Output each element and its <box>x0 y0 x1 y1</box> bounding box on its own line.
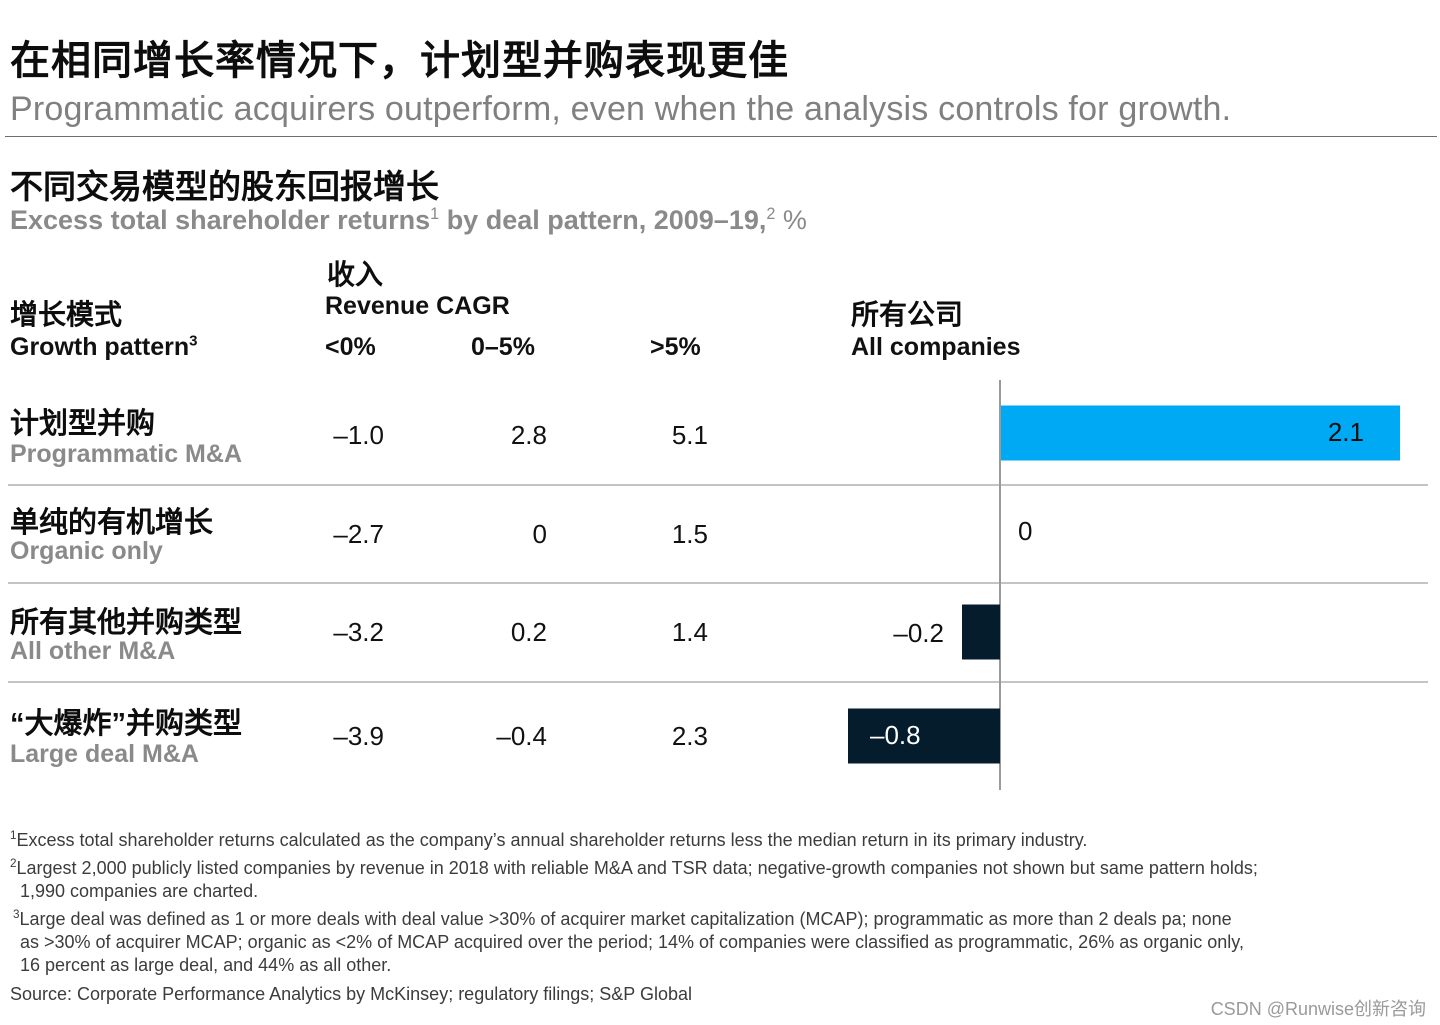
row-2-mid: 0 <box>532 519 547 549</box>
footnote-2: 2Largest 2,000 publicly listed companies… <box>10 858 1258 879</box>
row-1-lt0: –1.0 <box>333 420 384 450</box>
header-growth-sup: 3 <box>189 332 198 350</box>
footnote-1: 1Excess total shareholder returns calcul… <box>10 830 1087 851</box>
header-col-lt0: <0% <box>325 333 376 361</box>
footnote-1-num: 1 <box>10 829 17 842</box>
row-divider-2 <box>8 582 1428 584</box>
footnote-3-cont-1: as >30% of acquirer MCAP; organic as <2%… <box>20 932 1244 952</box>
footnote-2-text: Largest 2,000 publicly listed companies … <box>16 858 1258 878</box>
page-title-cn: 在相同增长率情况下，计划型并购表现更佳 <box>10 39 789 83</box>
header-col-gt5: >5% <box>650 333 701 361</box>
header-revenue-en: Revenue CAGR <box>325 292 510 320</box>
subtitle-main: Excess total shareholder returns <box>10 205 431 235</box>
subtitle-sup1: 1 <box>430 205 440 223</box>
row-1-gt5: 5.1 <box>671 420 708 450</box>
bar-all-other <box>962 604 1000 660</box>
row-3-lt0: –3.2 <box>333 617 384 647</box>
subtitle-mid: by deal pattern, 2009–19, <box>439 205 767 235</box>
subtitle-unit: % <box>775 205 807 235</box>
subtitle-sup2: 2 <box>766 205 776 223</box>
row-3-label-cn: 所有其他并购类型 <box>10 607 243 639</box>
header-growth-cn: 增长模式 <box>10 299 123 330</box>
row-2-gt5: 1.5 <box>671 519 708 549</box>
row-4-mid: –0.4 <box>496 721 547 751</box>
header-all-cn: 所有公司 <box>851 299 964 330</box>
source-note: Source: Corporate Performance Analytics … <box>10 984 692 1004</box>
row-3-mid: 0.2 <box>510 617 547 647</box>
header-growth-label: Growth pattern <box>10 333 190 361</box>
row-4-label-cn: “大爆炸”并购类型 <box>10 708 243 740</box>
header-growth-en: Growth pattern3 <box>10 333 198 362</box>
footnote-1-text: Excess total shareholder returns calcula… <box>16 830 1088 850</box>
row-4-gt5: 2.3 <box>671 721 708 751</box>
footnote-2-cont: 1,990 companies are charted. <box>20 881 259 901</box>
row-2-label-cn: 单纯的有机增长 <box>10 507 214 539</box>
header-all-en: All companies <box>851 333 1021 361</box>
bar-all-other-label: –0.2 <box>893 618 944 648</box>
row-1-mid: 2.8 <box>510 420 547 450</box>
row-4-lt0: –3.9 <box>333 721 384 751</box>
bar-large-deal <box>848 708 1000 764</box>
page-title-en: Programmatic acquirers outperform, even … <box>10 90 1232 128</box>
header-col-0-5: 0–5% <box>471 333 535 361</box>
row-1-label-cn: 计划型并购 <box>10 408 156 440</box>
row-2-lt0: –2.7 <box>333 519 384 549</box>
footnote-3-cont-2: 16 percent as large deal, and 44% as all… <box>20 955 392 975</box>
row-2-label-en: Organic only <box>10 537 163 565</box>
bar-organic-label: 0 <box>1018 516 1032 546</box>
row-divider-3 <box>8 681 1428 683</box>
row-divider-1 <box>8 484 1428 486</box>
row-3-gt5: 1.4 <box>671 617 708 647</box>
bar-large-deal-label: –0.8 <box>870 720 921 750</box>
footnote-3-text: Large deal was defined as 1 or more deal… <box>19 909 1232 929</box>
row-1-label-en: Programmatic M&A <box>10 440 242 468</box>
chart-subtitle-en: Excess total shareholder returns1 by dea… <box>10 205 807 236</box>
chart-subtitle-cn: 不同交易模型的股东回报增长 <box>10 168 439 205</box>
bar-programmatic-label: 2.1 <box>1328 417 1364 447</box>
watermark: CSDN @Runwise创新咨询 <box>1210 999 1426 1019</box>
row-4-label-en: Large deal M&A <box>10 740 199 768</box>
header-revenue-cn: 收入 <box>327 259 384 290</box>
row-3-label-en: All other M&A <box>10 637 176 665</box>
footnote-3: 3Large deal was defined as 1 or more dea… <box>13 909 1232 930</box>
title-divider <box>5 136 1437 137</box>
footnote-2-num: 2 <box>10 857 17 870</box>
footnote-3-num: 3 <box>13 908 20 921</box>
bar-programmatic <box>1001 405 1400 461</box>
